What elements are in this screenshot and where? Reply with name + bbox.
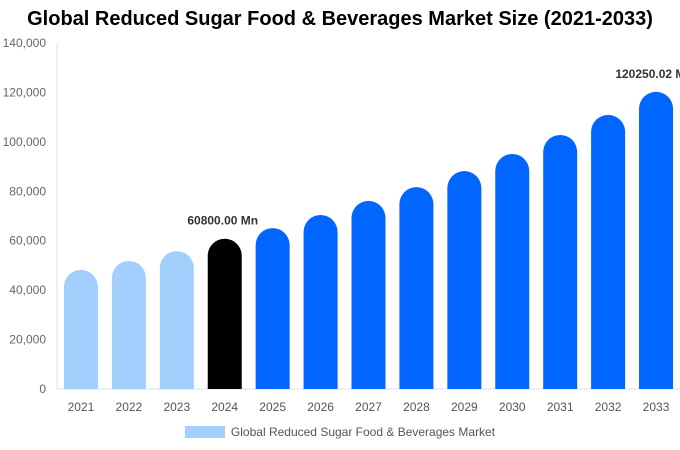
bar-2023 — [159, 251, 194, 389]
bar-2030 — [495, 153, 530, 389]
x-tick-label: 2023 — [163, 400, 190, 414]
x-tick-label: 2022 — [116, 400, 143, 414]
y-tick-label: 140,000 — [3, 36, 47, 50]
legend[interactable]: Global Reduced Sugar Food & Beverages Ma… — [0, 425, 680, 439]
bar-2024 — [207, 238, 242, 389]
x-tick-label: 2029 — [451, 400, 478, 414]
legend-label: Global Reduced Sugar Food & Beverages Ma… — [230, 425, 496, 439]
x-tick-label: 2031 — [547, 400, 574, 414]
chart-title: Global Reduced Sugar Food & Beverages Ma… — [27, 8, 653, 30]
x-tick-label: 2024 — [211, 400, 238, 414]
x-tick-label: 2030 — [499, 400, 526, 414]
x-tick-label: 2026 — [307, 400, 334, 414]
y-tick-label: 40,000 — [9, 283, 46, 297]
x-tick-label: 2027 — [355, 400, 382, 414]
y-tick-label: 20,000 — [9, 333, 46, 347]
legend-swatch — [184, 426, 225, 438]
bar-2026 — [303, 215, 338, 389]
x-tick-label: 2032 — [595, 400, 622, 414]
bar-2031 — [543, 134, 578, 389]
data-label: 120250.02 Mn — [615, 67, 680, 81]
bar-2021 — [63, 269, 98, 389]
bar-2027 — [351, 200, 386, 389]
data-label: 60800.00 Mn — [187, 214, 258, 228]
x-tick-label: 2021 — [68, 400, 95, 414]
bar-2032 — [591, 114, 626, 389]
y-tick-label: 60,000 — [9, 234, 46, 248]
bar-2022 — [111, 260, 146, 389]
bar-2028 — [399, 187, 434, 389]
x-tick-label: 2033 — [643, 400, 670, 414]
bar-2025 — [255, 228, 290, 389]
bar-2029 — [447, 171, 482, 389]
bar-2033 — [639, 91, 674, 389]
x-tick-label: 2025 — [259, 400, 286, 414]
y-tick-label: 0 — [39, 382, 46, 396]
y-tick-label: 120,000 — [3, 85, 47, 99]
y-tick-label: 80,000 — [9, 184, 46, 198]
y-tick-label: 100,000 — [3, 135, 47, 149]
x-tick-label: 2028 — [403, 400, 430, 414]
